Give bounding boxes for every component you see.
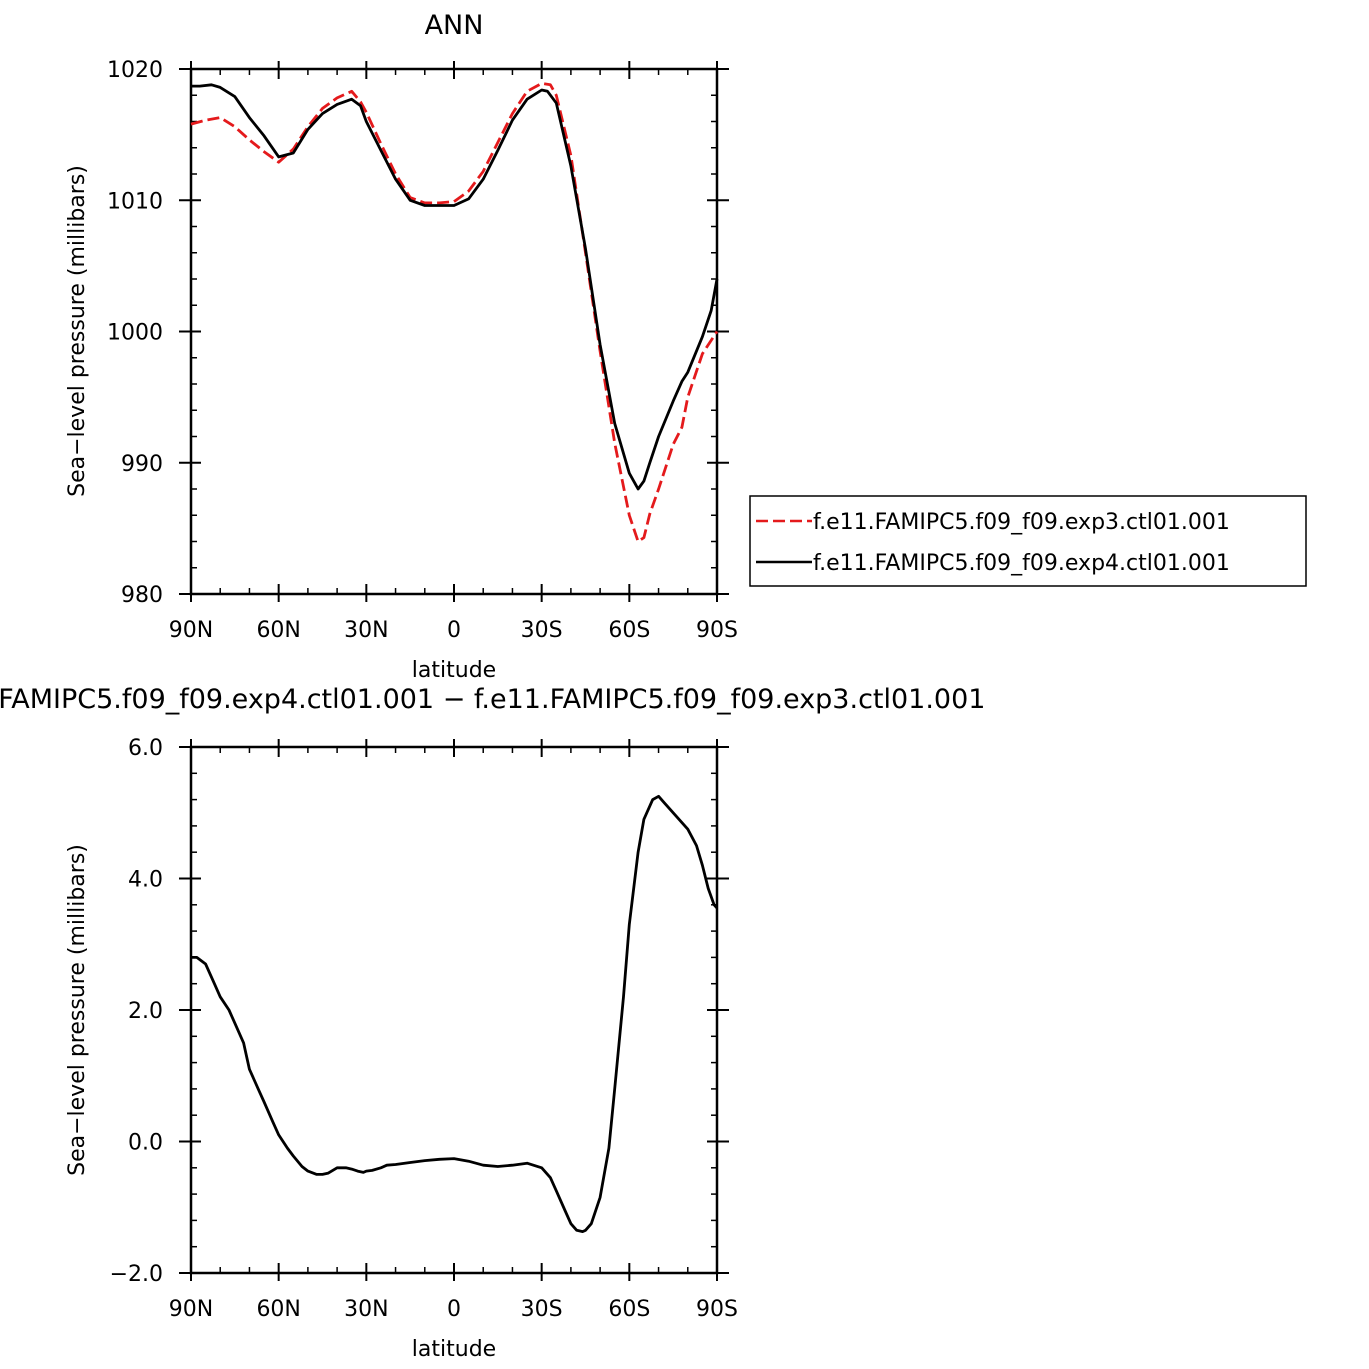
bottom-tick-labels: 90N 60N 30N 0 30S 60S 90S −2.0 0.0 2.0 4.0 6.0 [110, 736, 738, 1322]
x-tick-label-4: 30S [521, 618, 563, 643]
top-plot-frame [189, 67, 719, 596]
top-y-axis-label: Sea−level pressure (millibars) [65, 165, 90, 497]
x-tick-label-6: 90S [696, 1297, 738, 1322]
y-tick-label-4: 1020 [107, 58, 163, 83]
series-line-0 [191, 794, 719, 1233]
x-tick-label-1: 60N [256, 618, 300, 643]
x-tick-label-3: 0 [447, 618, 461, 643]
bottom-title: f.e11.FAMIPC5.f09_f09.exp4.ctl01.001 − f… [0, 684, 985, 715]
x-tick-label-4: 30S [521, 1297, 563, 1322]
x-tick-label-2: 30N [344, 1297, 388, 1322]
top-series [190, 82, 719, 543]
bottom-series [191, 794, 719, 1233]
y-tick-label-1: 0.0 [128, 1131, 163, 1156]
x-tick-label-1: 60N [256, 1297, 300, 1322]
bottom-y-axis-label: Sea−level pressure (millibars) [65, 844, 90, 1176]
x-tick-label-6: 90S [696, 618, 738, 643]
bottom-ticks [179, 739, 729, 1281]
legend-box [749, 495, 1307, 587]
legend: f.e11.FAMIPC5.f09_f09.exp3.ctl01.001 f.e… [749, 495, 1307, 587]
x-tick-label-0: 90N [169, 618, 213, 643]
panel-bottom: f.e11.FAMIPC5.f09_f09.exp4.ctl01.001 − f… [0, 684, 985, 1362]
top-x-axis-label: latitude [412, 658, 496, 683]
y-tick-label-4: 6.0 [128, 736, 163, 761]
y-tick-label-0: −2.0 [110, 1262, 163, 1287]
series-line-0 [190, 82, 719, 543]
x-tick-label-5: 60S [608, 1297, 650, 1322]
legend-label-exp4: f.e11.FAMIPC5.f09_f09.exp4.ctl01.001 [813, 551, 1230, 576]
bottom-x-axis-label: latitude [412, 1337, 496, 1362]
bottom-plot-frame [189, 745, 719, 1275]
legend-label-exp3: f.e11.FAMIPC5.f09_f09.exp3.ctl01.001 [813, 510, 1230, 535]
top-tick-labels: 90N 60N 30N 0 30S 60S 90S 980 990 1000 1010 1020 [107, 58, 738, 643]
x-tick-label-5: 60S [608, 618, 650, 643]
y-tick-label-1: 990 [121, 452, 163, 477]
top-ticks [179, 61, 729, 602]
y-tick-label-2: 1000 [107, 321, 163, 346]
y-tick-label-3: 1010 [107, 189, 163, 214]
x-tick-label-3: 0 [447, 1297, 461, 1322]
y-tick-label-2: 2.0 [128, 999, 163, 1024]
x-tick-label-2: 30N [344, 618, 388, 643]
x-tick-label-0: 90N [169, 1297, 213, 1322]
series-line-1 [191, 83, 719, 491]
panel-top: ANN 90N 60N 30N 0 30S 60S 90S 980 990 1000 1010 102… [65, 10, 738, 683]
y-tick-label-3: 4.0 [128, 868, 163, 893]
y-tick-label-0: 980 [121, 583, 163, 608]
top-title: ANN [425, 10, 484, 41]
